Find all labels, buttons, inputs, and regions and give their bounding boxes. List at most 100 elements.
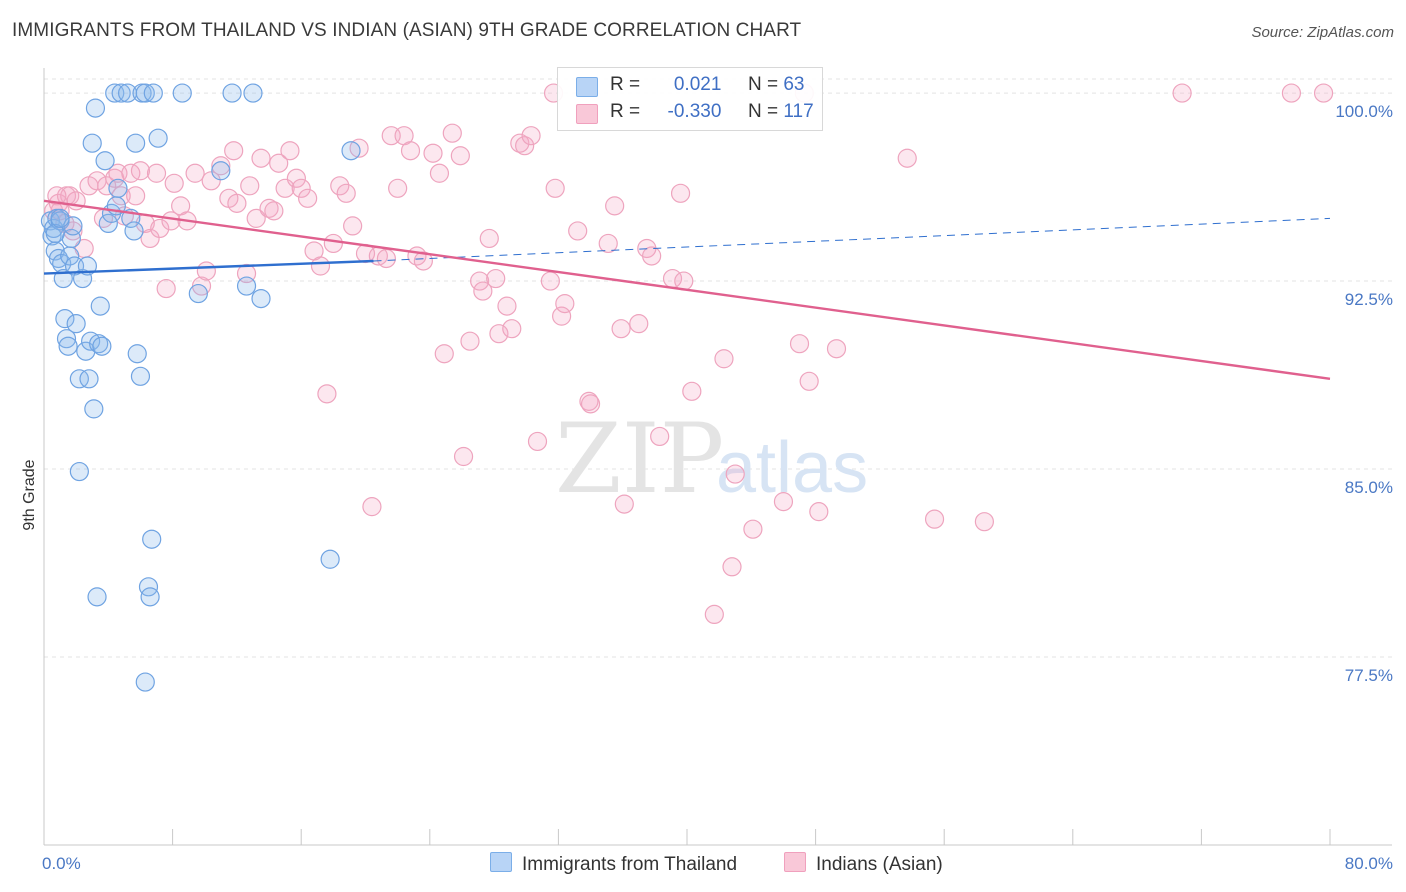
thailand-point bbox=[211, 161, 231, 181]
indians-asian-point bbox=[240, 176, 260, 196]
indians-asian-point bbox=[343, 216, 363, 236]
thailand-point bbox=[69, 461, 89, 482]
y-tick-label: 92.5% bbox=[1345, 290, 1393, 309]
legend-n-label: N = bbox=[747, 101, 779, 122]
indians-asian-point bbox=[568, 221, 588, 241]
thailand-point bbox=[45, 223, 65, 244]
indians-asian-point bbox=[423, 143, 443, 163]
thailand-trend-line bbox=[43, 259, 374, 275]
trend-lines bbox=[43, 199, 1331, 380]
indians-asian-point bbox=[789, 334, 810, 354]
indians-asian-point bbox=[323, 233, 343, 254]
indians-asian-point bbox=[642, 246, 662, 266]
indians-asian-point bbox=[97, 176, 117, 196]
indians-asian-point bbox=[611, 319, 631, 339]
indians-asian-point bbox=[598, 233, 618, 254]
indians-asian-point bbox=[196, 261, 216, 281]
indians-asian-point bbox=[336, 183, 356, 203]
thailand-point bbox=[341, 141, 361, 161]
thailand-point bbox=[222, 83, 242, 103]
indians-asian-point bbox=[479, 228, 499, 249]
indians-asian-point bbox=[388, 178, 408, 198]
legend-n-value-thailand: 63 bbox=[783, 74, 805, 95]
thailand-point bbox=[251, 288, 271, 309]
thailand-point bbox=[95, 151, 115, 171]
indians-asian-point bbox=[527, 431, 548, 452]
indians-asian-point bbox=[497, 296, 517, 316]
legend-r-value-indians: -0.330 bbox=[667, 101, 722, 122]
thailand-point bbox=[135, 83, 155, 103]
correlation-legend: R = 0.021 N = 63 R = -0.330 N = 117 bbox=[557, 67, 823, 131]
indians-asian-point bbox=[264, 201, 284, 221]
thailand-trend-line bbox=[373, 217, 1331, 262]
watermark-zip: ZIP bbox=[555, 403, 724, 515]
chart-title: IMMIGRANTS FROM THAILAND VS INDIAN (ASIA… bbox=[12, 20, 802, 41]
thailand-point bbox=[111, 83, 131, 103]
indians-asian-point bbox=[310, 256, 331, 276]
legend-n-value-indians: 117 bbox=[783, 101, 814, 122]
legend-r-label: R = bbox=[610, 101, 641, 122]
thailand-point bbox=[92, 336, 112, 356]
thailand-point bbox=[42, 226, 62, 246]
indians-asian-point bbox=[682, 381, 702, 401]
indians-asian-point bbox=[605, 196, 625, 216]
thailand-point bbox=[143, 83, 163, 103]
indians-asian-point bbox=[298, 188, 318, 208]
y-axis-title: 9th Grade bbox=[21, 459, 38, 530]
indians-asian-point bbox=[521, 126, 541, 146]
thailand-point bbox=[82, 133, 102, 153]
thailand-point bbox=[127, 344, 147, 364]
indians-asian-point bbox=[502, 319, 522, 339]
thailand-point bbox=[130, 366, 151, 386]
thailand-point bbox=[124, 221, 144, 241]
indians-asian-point bbox=[150, 218, 170, 239]
indians-asian-point bbox=[161, 211, 181, 231]
y-tick-label: 77.5% bbox=[1345, 666, 1393, 685]
indians-asian-point bbox=[826, 339, 847, 359]
thailand-point bbox=[320, 549, 340, 569]
thailand-point bbox=[108, 178, 128, 198]
indians-asian-point bbox=[47, 186, 67, 206]
bottom-legend-label-indians: Indians (Asian) bbox=[816, 854, 943, 875]
indians-asian-trend-line bbox=[43, 199, 1331, 380]
thailand-point bbox=[55, 309, 75, 329]
indians-asian-point bbox=[291, 178, 311, 198]
indians-asian-point bbox=[714, 349, 734, 369]
indians-asian-point bbox=[185, 163, 205, 183]
indians-asian-point bbox=[211, 156, 231, 176]
thailand-point bbox=[50, 208, 70, 228]
indians-asian-point bbox=[924, 509, 945, 529]
bottom-legend-thailand: Immigrants from Thailand bbox=[490, 852, 737, 876]
thailand-point bbox=[236, 276, 257, 296]
indians-asian-point bbox=[629, 314, 649, 334]
thailand-point bbox=[85, 98, 106, 118]
indians-asian-point bbox=[809, 502, 829, 522]
grid-lines bbox=[44, 78, 1392, 658]
indians-asian-point bbox=[317, 384, 337, 404]
x-tick-label: 0.0% bbox=[42, 854, 81, 873]
legend-swatch-indians bbox=[576, 104, 598, 124]
indians-asian-point bbox=[486, 268, 506, 289]
series-thailand-points bbox=[40, 83, 361, 692]
bottom-legend-swatch-thailand bbox=[490, 852, 512, 872]
indians-asian-point bbox=[224, 141, 244, 161]
indians-asian-point bbox=[349, 138, 369, 158]
bottom-legend-indians: Indians (Asian) bbox=[784, 852, 943, 876]
indians-asian-point bbox=[400, 141, 421, 161]
indians-asian-point bbox=[473, 281, 493, 301]
indians-asian-point bbox=[545, 178, 565, 198]
thailand-point bbox=[140, 587, 160, 607]
thailand-point bbox=[138, 577, 159, 597]
thailand-point bbox=[90, 296, 110, 316]
indians-asian-point bbox=[246, 208, 266, 228]
indians-asian-point bbox=[286, 168, 306, 188]
indians-asian-point bbox=[156, 278, 176, 299]
indians-asian-point bbox=[743, 519, 763, 539]
indians-asian-point bbox=[614, 494, 634, 514]
indians-asian-point bbox=[725, 464, 745, 484]
thailand-point bbox=[87, 587, 107, 607]
thailand-point bbox=[81, 331, 101, 351]
source-credit: Source: ZipAtlas.com bbox=[1251, 24, 1394, 41]
indians-asian-point bbox=[580, 394, 601, 414]
